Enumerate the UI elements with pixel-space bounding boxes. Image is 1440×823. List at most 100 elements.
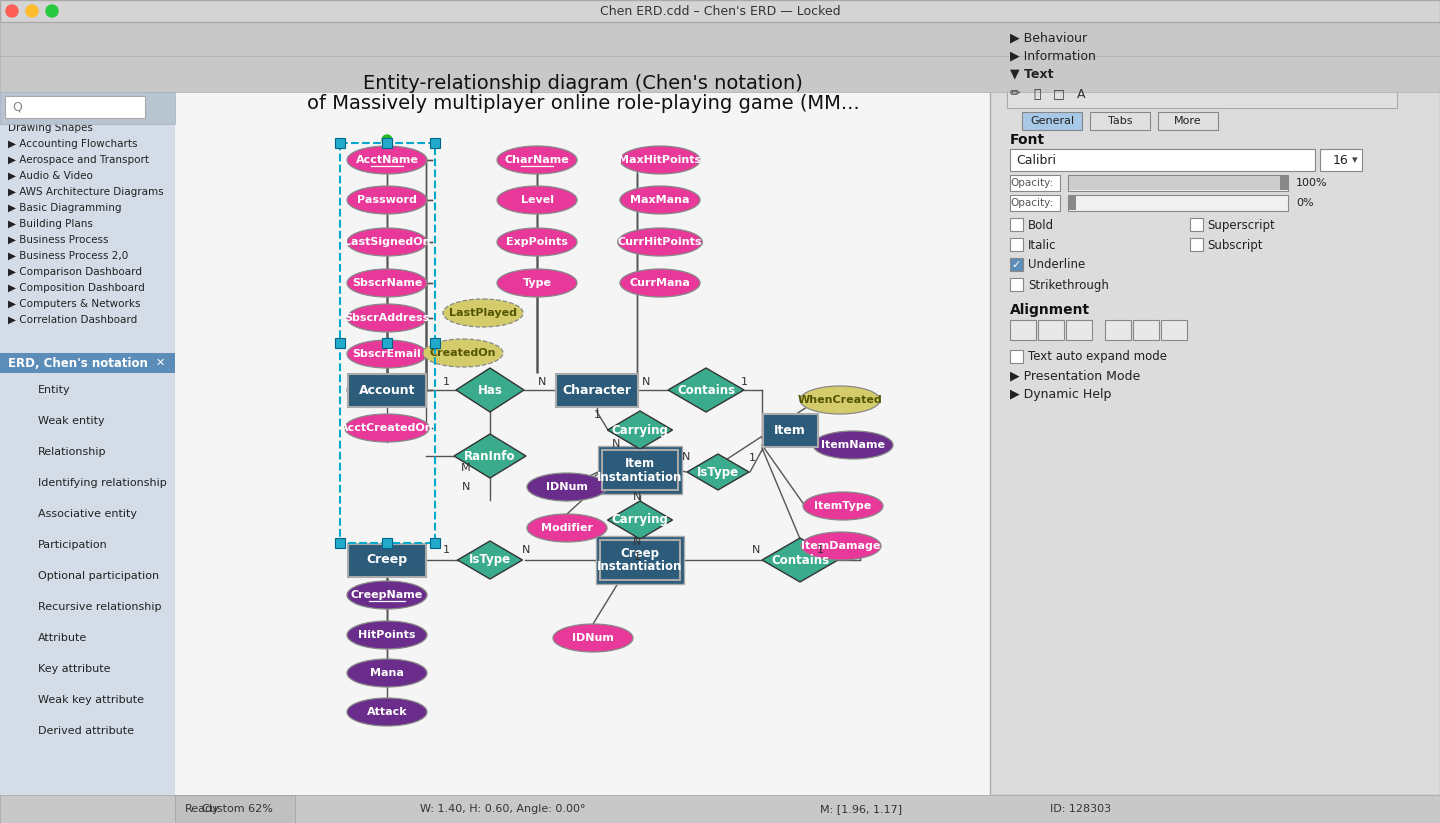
Text: Opacity:: Opacity: (1009, 178, 1053, 188)
Ellipse shape (497, 146, 577, 174)
Text: N: N (632, 492, 641, 502)
Text: ▶ Business Process 2,0: ▶ Business Process 2,0 (9, 251, 128, 261)
Text: Ready: Ready (184, 804, 220, 814)
Text: Strikethrough: Strikethrough (1028, 278, 1109, 291)
Text: Creep: Creep (621, 546, 660, 560)
Text: LastSignedOn: LastSignedOn (344, 237, 431, 247)
Text: Participation: Participation (37, 540, 108, 550)
Text: Derived attribute: Derived attribute (37, 726, 134, 736)
Ellipse shape (347, 659, 428, 687)
Text: Entity: Entity (37, 385, 71, 395)
Text: 1: 1 (749, 453, 756, 463)
FancyBboxPatch shape (1068, 196, 1076, 210)
FancyBboxPatch shape (0, 56, 1440, 92)
Ellipse shape (621, 269, 700, 297)
Text: ▶ Accounting Flowcharts: ▶ Accounting Flowcharts (9, 139, 137, 149)
Ellipse shape (497, 186, 577, 214)
Polygon shape (458, 541, 523, 579)
Text: ▶ AWS Architecture Diagrams: ▶ AWS Architecture Diagrams (9, 187, 164, 197)
FancyBboxPatch shape (556, 374, 638, 407)
Text: Alignment: Alignment (1009, 303, 1090, 317)
Text: Drawing Shapes: Drawing Shapes (9, 123, 92, 133)
Text: CharName: CharName (504, 155, 569, 165)
Ellipse shape (423, 339, 503, 367)
Text: N: N (462, 482, 471, 492)
Text: ▶ Composition Dashboard: ▶ Composition Dashboard (9, 283, 145, 293)
FancyBboxPatch shape (431, 538, 441, 548)
FancyBboxPatch shape (1320, 149, 1362, 171)
Text: N: N (521, 545, 530, 555)
Text: 1: 1 (442, 545, 449, 555)
Ellipse shape (804, 492, 883, 520)
FancyBboxPatch shape (336, 338, 346, 348)
Text: Item: Item (625, 457, 655, 469)
FancyBboxPatch shape (602, 542, 678, 578)
Ellipse shape (347, 146, 428, 174)
Text: Carrying: Carrying (612, 424, 668, 436)
Ellipse shape (814, 431, 893, 459)
Ellipse shape (347, 698, 428, 726)
Text: ▶ Building Plans: ▶ Building Plans (9, 219, 92, 229)
Ellipse shape (347, 376, 428, 404)
Text: Bold: Bold (1028, 218, 1054, 231)
FancyBboxPatch shape (1133, 320, 1159, 340)
Text: Q: Q (12, 100, 22, 114)
Text: Opacity:: Opacity: (1009, 198, 1053, 208)
Text: Character: Character (563, 384, 632, 397)
FancyBboxPatch shape (1038, 320, 1064, 340)
Text: Text auto expand mode: Text auto expand mode (1028, 350, 1166, 362)
FancyBboxPatch shape (1158, 112, 1218, 130)
Text: ▶ Basic Diagramming: ▶ Basic Diagramming (9, 203, 121, 213)
FancyBboxPatch shape (1189, 218, 1202, 231)
Text: CreepName: CreepName (351, 590, 423, 600)
FancyBboxPatch shape (348, 374, 426, 407)
Text: ▶ Computers & Networks: ▶ Computers & Networks (9, 299, 141, 309)
FancyBboxPatch shape (1009, 238, 1022, 251)
Text: Tabs: Tabs (1107, 116, 1132, 126)
Text: IsType: IsType (469, 554, 511, 566)
FancyBboxPatch shape (603, 452, 675, 488)
FancyBboxPatch shape (336, 138, 346, 148)
FancyBboxPatch shape (991, 22, 1440, 795)
Text: ItemType: ItemType (815, 501, 871, 511)
FancyBboxPatch shape (0, 795, 1440, 823)
Polygon shape (668, 368, 744, 412)
Text: 0%: 0% (1296, 198, 1313, 208)
FancyBboxPatch shape (1066, 320, 1092, 340)
Text: Identifying relationship: Identifying relationship (37, 478, 167, 488)
Circle shape (382, 135, 392, 145)
FancyBboxPatch shape (1090, 112, 1151, 130)
FancyBboxPatch shape (602, 450, 678, 490)
Text: Has: Has (478, 384, 503, 397)
FancyBboxPatch shape (0, 353, 176, 373)
Polygon shape (454, 434, 526, 478)
FancyBboxPatch shape (1009, 195, 1060, 211)
Text: Contains: Contains (770, 554, 829, 566)
FancyBboxPatch shape (0, 0, 1440, 22)
FancyBboxPatch shape (431, 338, 441, 348)
Ellipse shape (801, 532, 881, 560)
FancyBboxPatch shape (1009, 175, 1060, 191)
Text: Key attribute: Key attribute (37, 664, 111, 674)
Text: ▶ Behaviour: ▶ Behaviour (1009, 31, 1087, 44)
Text: ▶ Information: ▶ Information (1009, 49, 1096, 63)
Text: CurrMana: CurrMana (629, 278, 690, 288)
Text: of Massively multiplayer online role-playing game (MM...: of Massively multiplayer online role-pla… (307, 94, 860, 113)
Circle shape (46, 5, 58, 17)
Text: MaxMana: MaxMana (631, 195, 690, 205)
Text: Weak entity: Weak entity (37, 416, 105, 426)
Text: ✏: ✏ (1009, 87, 1021, 100)
Ellipse shape (497, 269, 577, 297)
FancyBboxPatch shape (1068, 196, 1071, 210)
Text: Custom 62%: Custom 62% (202, 804, 272, 814)
Text: Associative entity: Associative entity (37, 509, 137, 519)
Text: ▼ Text: ▼ Text (1009, 67, 1054, 81)
FancyBboxPatch shape (0, 22, 176, 795)
Text: N: N (752, 545, 760, 555)
Text: Level: Level (520, 195, 553, 205)
Text: W: 1.40, H: 0.60, Angle: 0.00°: W: 1.40, H: 0.60, Angle: 0.00° (420, 804, 586, 814)
FancyBboxPatch shape (1161, 320, 1187, 340)
Text: Type: Type (523, 278, 552, 288)
FancyBboxPatch shape (596, 536, 684, 584)
Text: Underline: Underline (1028, 258, 1086, 272)
